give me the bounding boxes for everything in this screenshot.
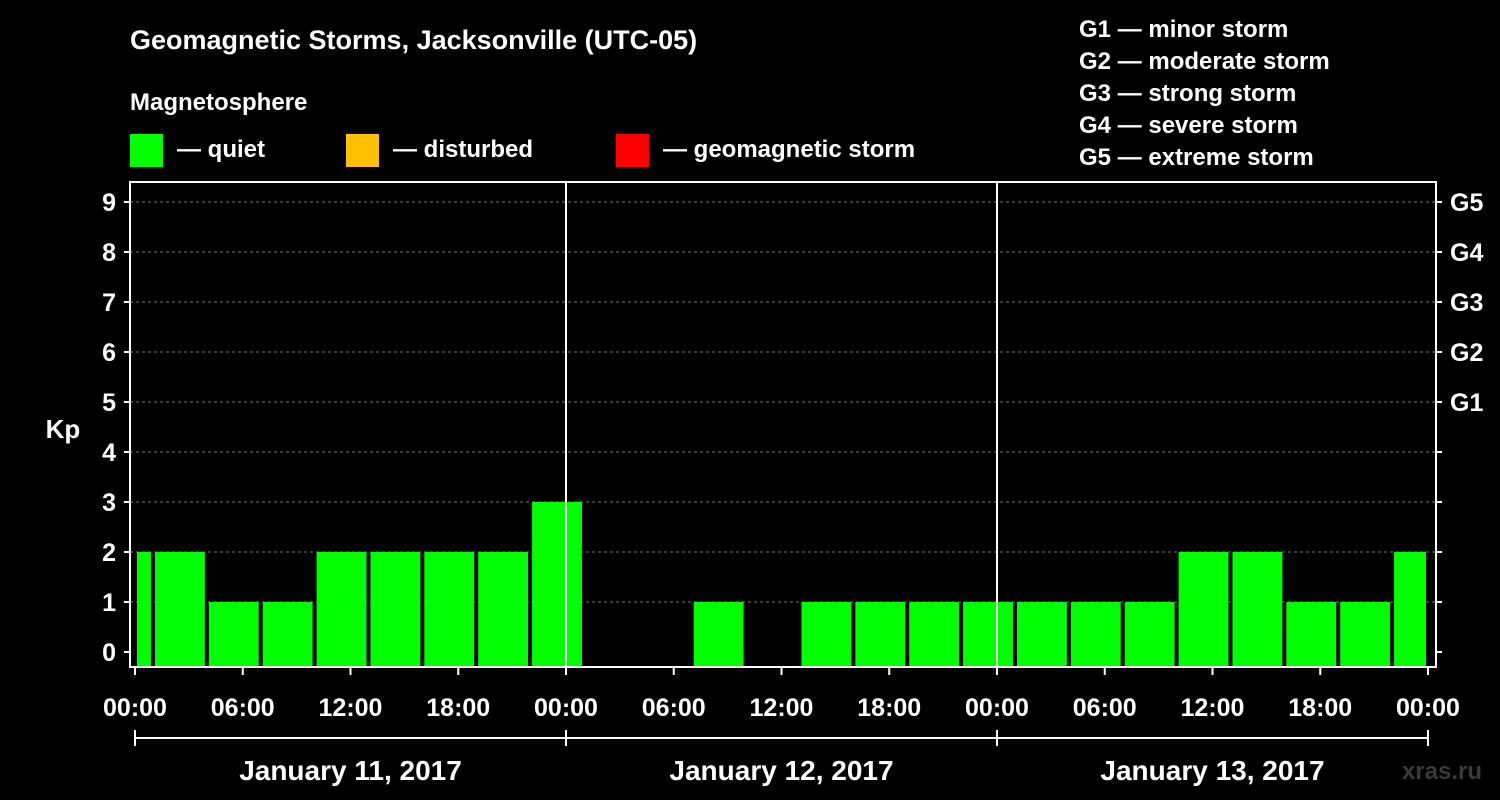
y-tick-label: 3 [102,489,116,517]
storm-scale-item: G4 — severe storm [1079,112,1298,139]
magnetosphere-heading: Magnetosphere [130,89,307,116]
day-label: January 13, 2017 [1100,755,1324,786]
storm-level-label: G4 [1450,239,1483,267]
y-tick-label: 8 [102,239,116,267]
legend-label: — geomagnetic storm [663,136,915,163]
magnetosphere-legend: — quiet — disturbed — geomagnetic storm [130,134,915,167]
x-tick-label: 06:00 [642,694,706,722]
y-tick-label: 0 [102,639,116,667]
kp-bar-18 [1070,602,1121,667]
storm-scale-legend: G1 — minor storm G2 — moderate storm G3 — … [1079,16,1330,171]
kp-bar-2 [208,602,259,667]
right-axis: G1 G2 G3 G4 G5 [1436,189,1483,653]
x-tick-label: 00:00 [103,694,167,722]
kp-bar-11 [693,602,744,667]
x-tick-label: 18:00 [857,694,921,722]
y-tick-label: 4 [102,439,116,467]
kp-bar-13 [801,602,852,667]
y-tick-label: 7 [102,289,116,317]
x-tick-label: 00:00 [1396,694,1460,722]
legend-swatch [616,134,649,167]
x-tick-label: 00:00 [965,694,1029,722]
kp-bar-17 [1016,602,1067,667]
legend-swatch [130,134,163,167]
chart-title: Geomagnetic Storms, Jacksonville (UTC-05… [130,25,697,55]
legend-label: — disturbed [393,136,533,163]
storm-level-label: G3 [1450,289,1483,317]
storm-scale-item: G1 — minor storm [1079,16,1288,43]
kp-bar-8 [532,502,582,667]
day-label: January 11, 2017 [239,755,462,786]
kp-bar-15 [909,602,960,667]
storm-level-label: G1 [1450,389,1483,417]
y-tick-label: 6 [102,339,116,367]
bars-group [137,502,1426,667]
storm-scale-item: G5 — extreme storm [1079,144,1314,171]
kp-bar-23 [1340,602,1391,667]
watermark: xras.ru [1402,758,1482,785]
y-tick-label: 5 [102,389,116,417]
kp-bar-6 [424,552,475,667]
legend-swatch [346,134,379,167]
storm-level-label: G2 [1450,339,1483,367]
x-tick-label: 00:00 [534,694,598,722]
x-tick-label: 12:00 [750,694,814,722]
kp-bar-16 [963,602,1013,667]
kp-bar-19 [1124,602,1175,667]
kp-bar-7 [478,552,529,667]
kp-bar-21 [1232,552,1283,667]
y-tick-label: 1 [102,589,116,617]
kp-bar-4 [316,552,367,667]
storm-scale-item: G3 — strong storm [1079,80,1296,107]
kp-bar-5 [370,552,421,667]
day-brackets: January 11, 2017 January 12, 2017 January … [134,730,1429,786]
x-axis: 00:00 06:00 12:00 18:00 00:00 06:00 12:00 18:00… [103,667,1460,722]
kp-bar-3 [262,602,313,667]
y-tick-label: 2 [102,539,116,567]
x-tick-label: 18:00 [426,694,490,722]
kp-bar-22 [1286,602,1337,667]
y-axis-label: Kp [46,414,81,444]
kp-bar-14 [855,602,906,667]
day-label: January 12, 2017 [669,755,893,786]
x-tick-label: 18:00 [1288,694,1352,722]
kp-bar-0 [137,552,151,667]
day-dividers [565,182,998,667]
y-tick-label: 9 [102,189,116,217]
legend-label: — quiet [177,136,265,163]
storm-level-label: G5 [1450,189,1483,217]
kp-bar-20 [1178,552,1229,667]
x-tick-label: 12:00 [319,694,383,722]
y-axis: 0 1 2 3 4 5 6 7 8 9 [102,189,130,667]
kp-bar-24 [1394,552,1426,667]
x-tick-label: 06:00 [211,694,275,722]
kp-bar-1 [154,552,205,667]
x-tick-label: 12:00 [1181,694,1245,722]
plot-frame [129,181,1437,668]
storm-scale-item: G2 — moderate storm [1079,48,1330,75]
x-tick-label: 06:00 [1073,694,1137,722]
